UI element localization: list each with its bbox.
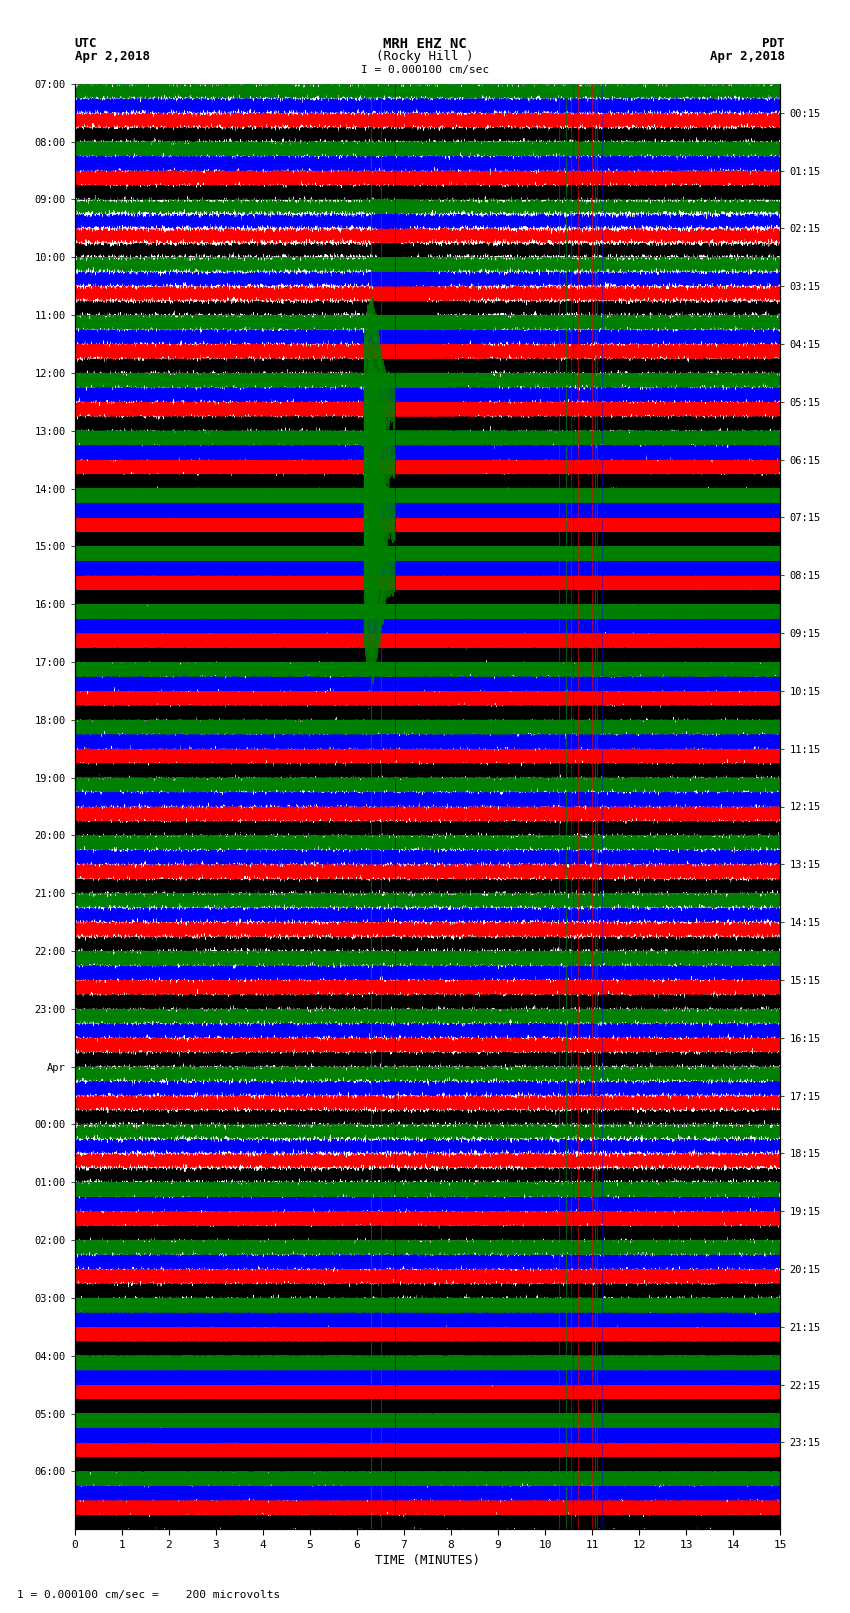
X-axis label: TIME (MINUTES): TIME (MINUTES) xyxy=(375,1553,480,1566)
Text: MRH EHZ NC: MRH EHZ NC xyxy=(383,37,467,52)
Text: Apr 2,2018: Apr 2,2018 xyxy=(75,50,150,63)
Text: I = 0.000100 cm/sec: I = 0.000100 cm/sec xyxy=(361,65,489,74)
Text: (Rocky Hill ): (Rocky Hill ) xyxy=(377,50,473,63)
Text: UTC: UTC xyxy=(75,37,97,50)
Text: 1 = 0.000100 cm/sec =    200 microvolts: 1 = 0.000100 cm/sec = 200 microvolts xyxy=(17,1590,280,1600)
Text: Apr 2,2018: Apr 2,2018 xyxy=(710,50,785,63)
Text: PDT: PDT xyxy=(762,37,785,50)
